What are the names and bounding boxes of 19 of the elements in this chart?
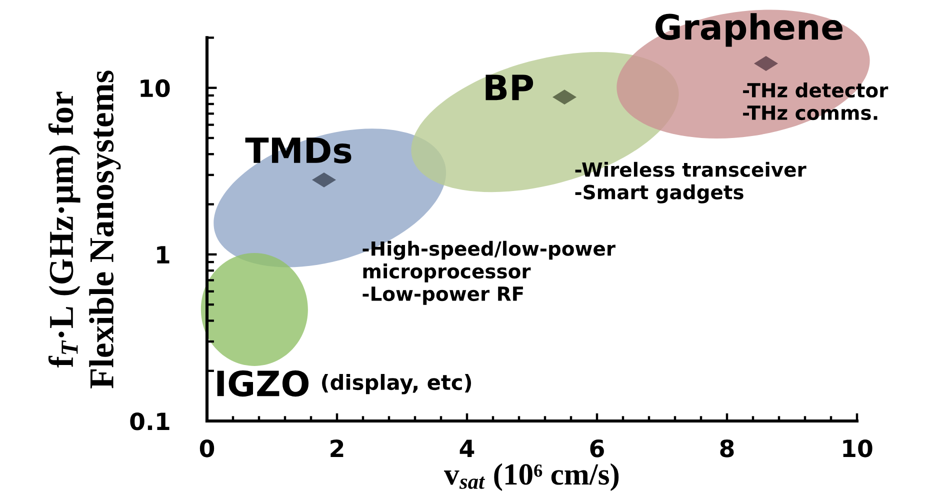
x-tick-label: 4 [460,440,474,457]
annotation: -High-speed/low-power microprocessor -Low-power RF [362,240,616,305]
annotation: -THz detector -THz comms. [743,82,888,120]
annotation: TMDs [245,138,352,164]
y-axis-title: f$_{T}$·L (GHz·μm) for Flexible Nanosystems [48,70,121,388]
annotation: -Wireless transceiver -Smart gadgets [575,162,806,204]
y-tick-label: 1 [157,246,170,264]
annotation: IGZO [217,370,309,397]
x-axis-title: v$_{sat}$ (10⁶ cm/s) [444,463,619,492]
x-tick-label: 2 [330,439,344,457]
y-tick-label: 10 [140,79,170,98]
x-tick-label: 6 [590,439,604,458]
x-tick-label: 0 [200,439,214,458]
y-tick-label: 0.1 [130,412,170,430]
annotation: (display, etc) [322,374,472,394]
x-tick-label: 10 [843,439,872,458]
annotation: Graphene [656,13,843,47]
annotation: BP [486,74,534,100]
x-tick-label: 8 [720,439,734,458]
